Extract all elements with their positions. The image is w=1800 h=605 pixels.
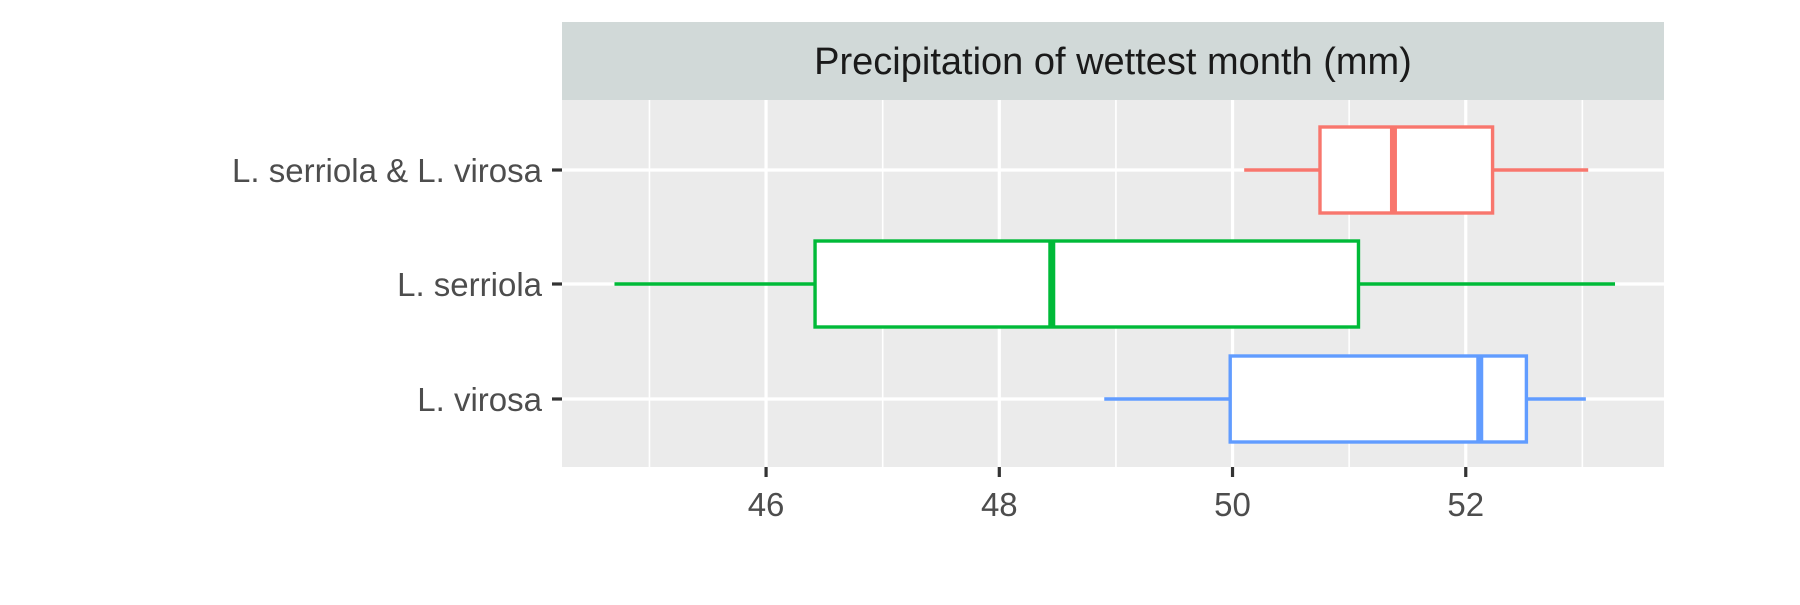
x-tick-label: 52 xyxy=(1447,486,1484,523)
interquartile-box xyxy=(1318,125,1495,215)
facet-strip-title: Precipitation of wettest month (mm) xyxy=(814,41,1412,83)
facet-strip xyxy=(562,22,1664,100)
x-tick-label: 48 xyxy=(981,486,1018,523)
x-tick-label: 50 xyxy=(1214,486,1251,523)
y-tick-label: L. serriola & L. virosa xyxy=(232,152,543,189)
y-tick-label: L. serriola xyxy=(397,266,543,303)
box-2 xyxy=(614,239,1616,329)
box-series xyxy=(614,125,1616,444)
box-3 xyxy=(1104,354,1586,444)
box-1 xyxy=(1244,125,1589,215)
y-tick-label: L. virosa xyxy=(417,381,542,418)
axes: L. serriola & L. virosa L. serriola L. vir… xyxy=(232,152,1484,523)
x-tick-label: 46 xyxy=(748,486,785,523)
interquartile-box xyxy=(813,239,1361,329)
